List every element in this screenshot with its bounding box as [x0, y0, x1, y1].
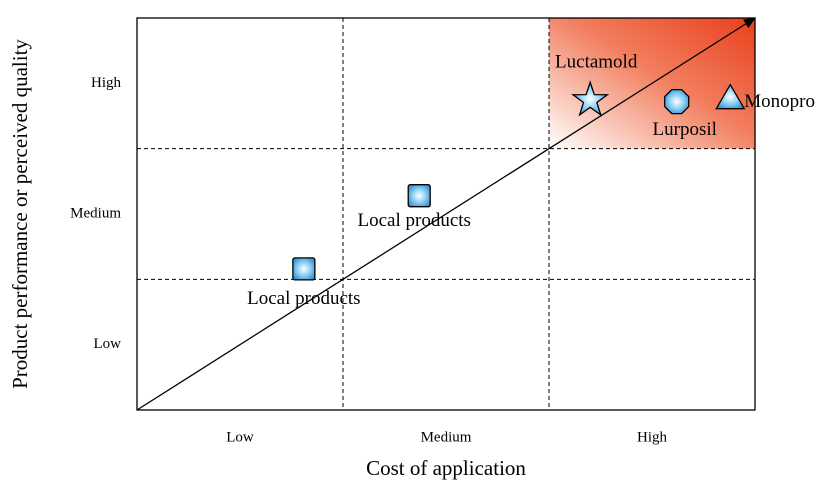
- point-label: Lurposil: [653, 119, 717, 140]
- point-label: Monopro: [744, 91, 815, 112]
- point-label: Luctamold: [555, 52, 638, 73]
- marker-square: [292, 257, 316, 281]
- x-axis-label: Cost of application: [366, 456, 526, 480]
- point-label: Local products: [358, 210, 471, 231]
- y-axis-label: Product performance or perceived quality: [8, 39, 32, 389]
- trend-arrow: [136, 17, 756, 411]
- plot-frame: [136, 17, 756, 411]
- x-tick-label: Low: [226, 429, 254, 445]
- x-tick-label: Medium: [421, 429, 472, 445]
- x-tick-label: High: [637, 429, 668, 445]
- marker-star: [571, 80, 610, 117]
- marker-octagon: [664, 88, 690, 115]
- y-tick-label: High: [91, 75, 122, 91]
- y-tick-label: Low: [94, 336, 122, 352]
- marker-square: [407, 184, 431, 208]
- point-label: Local products: [247, 288, 360, 309]
- y-tick-label: Medium: [70, 205, 121, 221]
- marker-triangle: [715, 83, 746, 110]
